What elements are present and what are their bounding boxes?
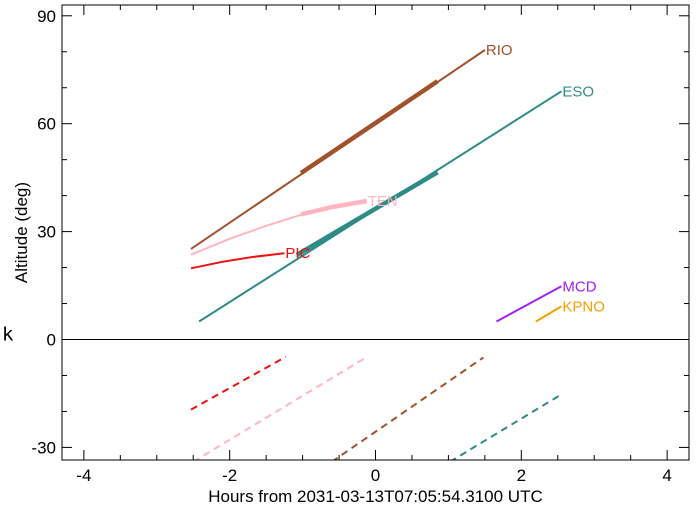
x-tick-label: 4 [662, 466, 671, 485]
x-tick-label: 2 [517, 466, 526, 485]
series-highlight-rio [299, 79, 439, 175]
y-tick-label: 90 [37, 7, 56, 26]
series-line-kpno [535, 305, 562, 323]
series-kpno [535, 305, 562, 323]
side-marker-text: k [2, 324, 14, 346]
series-line-pic [190, 252, 285, 270]
series-dashed-pic [190, 355, 287, 411]
series-line-mcd [496, 285, 562, 323]
series-label-kpno: KPNO [562, 298, 605, 315]
y-tick-label: 0 [47, 331, 56, 350]
series-ten [190, 198, 368, 460]
series-label-mcd: MCD [562, 278, 596, 295]
series-label-pic: PIC [285, 245, 310, 262]
y-tick-label: 60 [37, 115, 56, 134]
series-dashed-eso [450, 392, 564, 460]
series-rio [190, 49, 486, 460]
plot-content [190, 49, 564, 460]
x-axis-label: Hours from 2031-03-13T07:05:54.3100 UTC [208, 487, 543, 506]
series-highlight-eso [295, 170, 439, 257]
series-label-rio: RIO [486, 42, 513, 59]
x-tick-label: 0 [371, 466, 380, 485]
x-tick-label: -4 [76, 466, 91, 485]
series-label-ten: TEN [368, 193, 398, 210]
series-dashed-rio [332, 356, 484, 460]
axis-ticks: -4 -2 0 2 4 -30 0 30 60 90 [31, 5, 689, 485]
y-tick-label: -30 [31, 438, 56, 457]
y-tick-label: 30 [37, 223, 56, 242]
series-pic [190, 252, 287, 411]
series-dashed-ten [194, 356, 367, 460]
x-tick-label: -2 [222, 466, 237, 485]
y-axis-label: Altitude (deg) [12, 182, 31, 283]
series-eso [198, 90, 564, 460]
series-highlight-ten [300, 198, 368, 217]
series-label-eso: ESO [562, 83, 594, 100]
series-mcd [496, 285, 562, 323]
plot-frame [61, 4, 690, 461]
